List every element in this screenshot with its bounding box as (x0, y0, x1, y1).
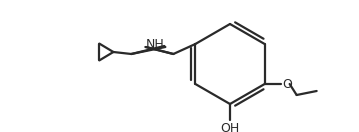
Text: O: O (283, 77, 293, 91)
Text: NH: NH (146, 39, 165, 51)
Text: OH: OH (220, 122, 239, 132)
